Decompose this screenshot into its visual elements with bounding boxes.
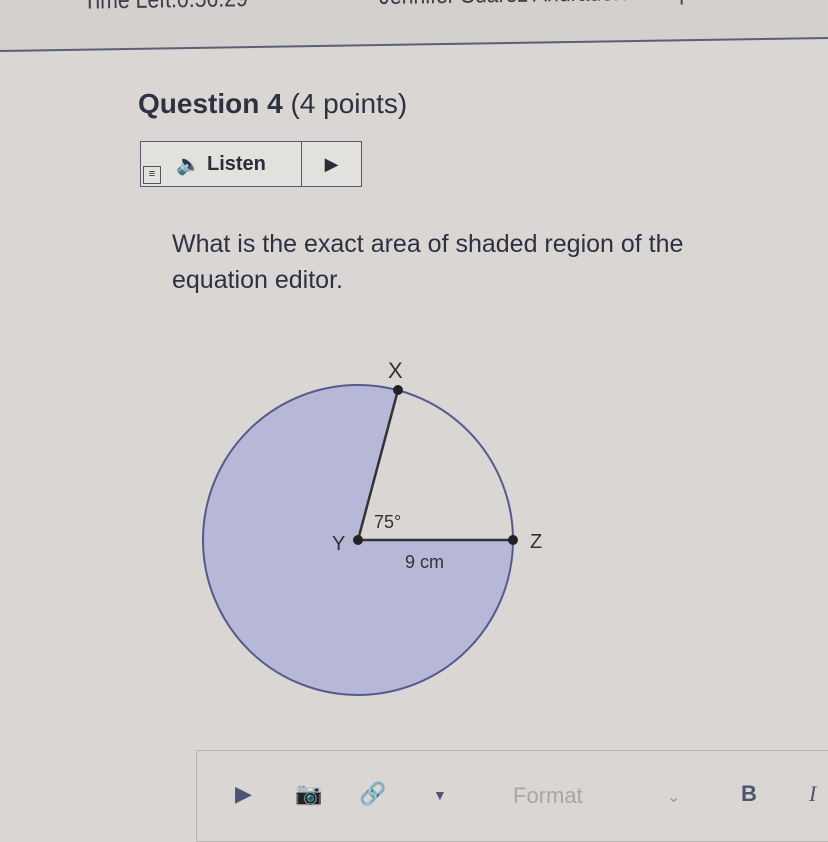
- listen-label: Listen: [207, 152, 266, 175]
- speaker-icon: 🔈: [176, 153, 201, 176]
- menu-icon[interactable]: ≡: [143, 166, 161, 184]
- radius-label: 9 cm: [405, 552, 444, 572]
- point-z: [508, 535, 518, 545]
- camera-icon[interactable]: 📷: [295, 781, 323, 806]
- video-icon[interactable]: ▶: [235, 781, 252, 806]
- label-x: X: [388, 358, 403, 383]
- format-dropdown[interactable]: Format: [513, 783, 583, 808]
- editor-toolbar: ▶ 📷 🔗 ▼ Format ⌄ B I: [196, 750, 828, 842]
- chevron-down-icon[interactable]: ⌄: [667, 789, 681, 806]
- question-number: Question 4: [138, 88, 283, 119]
- question-title: Question 4 (4 points): [138, 88, 407, 120]
- listen-widget: ≡ 🔈 Listen ▶: [140, 141, 362, 187]
- point-y: [353, 535, 363, 545]
- link-icon[interactable]: 🔗: [359, 781, 387, 806]
- listen-button[interactable]: ≡ 🔈 Listen: [141, 142, 302, 186]
- play-button[interactable]: ▶: [302, 142, 361, 186]
- top-bar: Time Left:0:56:29 Jennifer Suarez Andrad…: [0, 0, 828, 53]
- question-points: (4 points): [290, 88, 408, 119]
- question-line-2: equation editor.: [172, 266, 343, 294]
- point-x: [393, 385, 403, 395]
- circle-sector-figure: X Y Z 75° 9 cm: [202, 358, 542, 696]
- time-left: Time Left:0:56:29: [83, 0, 248, 16]
- italic-button[interactable]: I: [809, 781, 817, 806]
- link-dropdown-icon[interactable]: ▼: [433, 787, 447, 803]
- angle-label: 75°: [374, 512, 401, 532]
- label-z: Z: [530, 531, 542, 553]
- label-y: Y: [332, 533, 345, 555]
- question-text: What is the exact area of shaded region …: [172, 226, 683, 298]
- bold-button[interactable]: B: [741, 781, 757, 806]
- user-attempt: Jennifer Suarez Andrade: Attempt: [379, 0, 697, 11]
- question-line-1: What is the exact area of shaded region …: [172, 230, 684, 258]
- radius-yx: [356, 389, 400, 541]
- play-icon: ▶: [324, 153, 339, 174]
